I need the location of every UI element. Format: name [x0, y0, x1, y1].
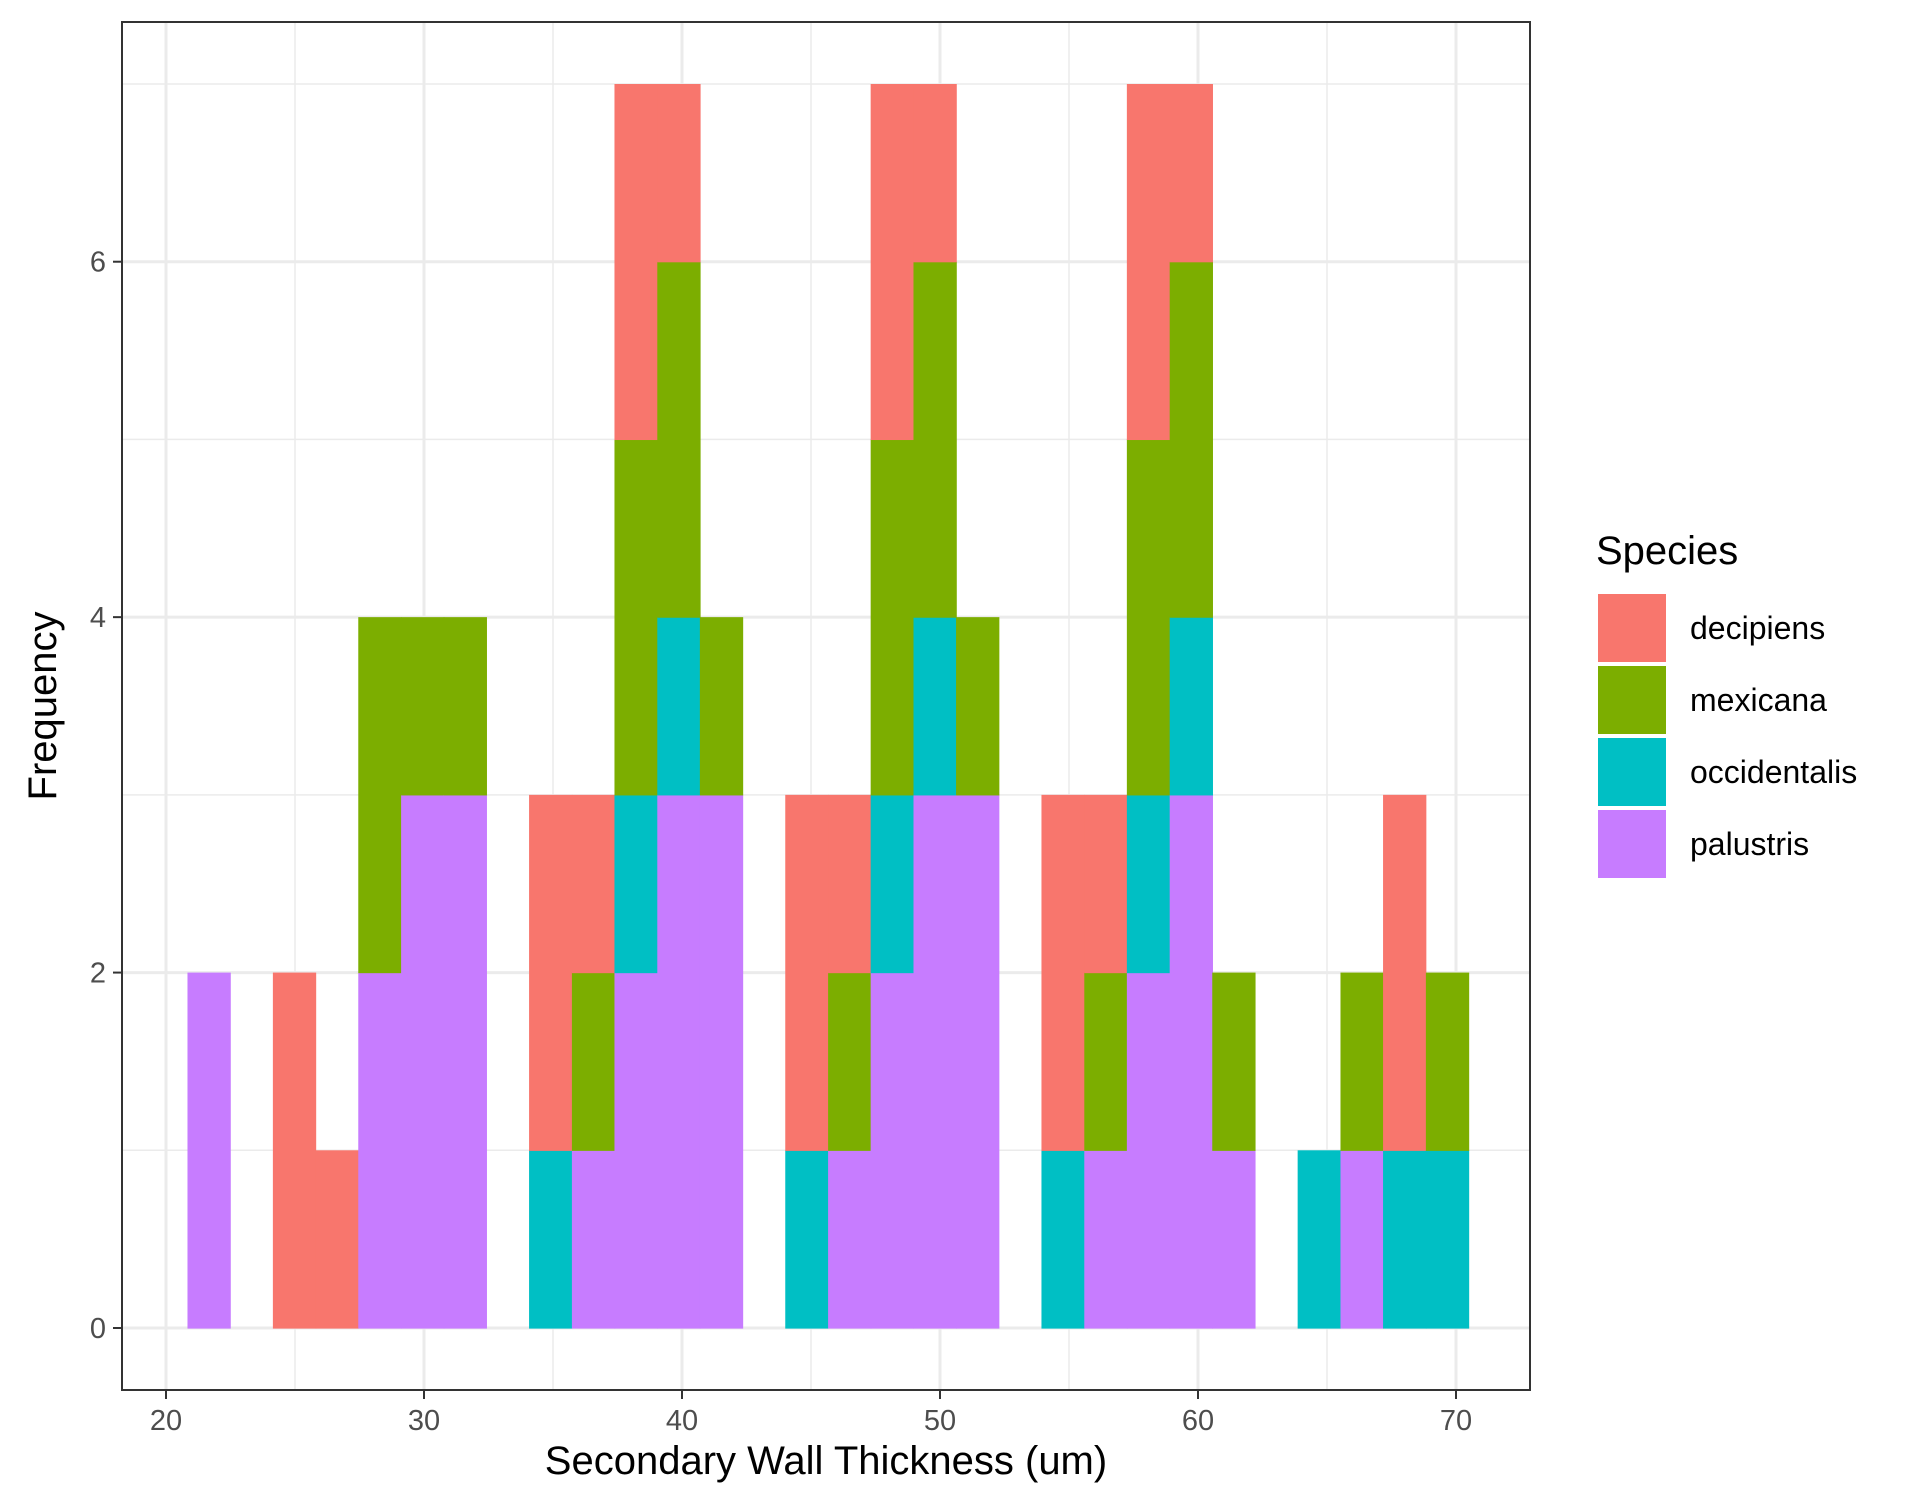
bar-palustris — [1340, 1150, 1384, 1329]
bar-mexicana — [699, 617, 744, 796]
bar-decipiens — [1383, 794, 1427, 1151]
bar-palustris — [956, 794, 1000, 1329]
bar-occidentalis — [1425, 1150, 1470, 1329]
bar-mexicana — [1084, 972, 1128, 1151]
bar-palustris — [913, 794, 957, 1329]
bar-decipiens — [1126, 84, 1171, 441]
bar-mexicana — [571, 972, 616, 1151]
plot-panel — [121, 21, 1531, 1391]
y-tick-label: 6 — [90, 247, 106, 279]
bar-decipiens — [913, 84, 957, 263]
bar-occidentalis — [529, 1150, 573, 1329]
bar-decipiens — [571, 794, 616, 974]
bar-mexicana — [1425, 972, 1470, 1151]
x-tick-label: 30 — [408, 1405, 440, 1437]
bar-mexicana — [956, 617, 1000, 796]
bar-mexicana — [1340, 972, 1384, 1151]
bar-mexicana — [1126, 439, 1171, 796]
legend-label-mexicana: mexicana — [1690, 682, 1827, 718]
bars — [187, 84, 1470, 1329]
bar-decipiens — [1084, 794, 1128, 974]
legend-swatch-mexicana — [1598, 666, 1666, 734]
bar-palustris — [1169, 794, 1213, 1329]
bar-mexicana — [443, 617, 487, 796]
legend-items: decipiens mexicana occidentalis palustris — [1598, 594, 1857, 878]
bar-mexicana — [828, 972, 872, 1151]
bar-palustris — [614, 972, 658, 1329]
bar-mexicana — [1212, 972, 1256, 1151]
x-tick-label: 20 — [150, 1405, 182, 1437]
x-tick-label: 70 — [1440, 1405, 1472, 1437]
bar-mexicana — [870, 439, 914, 796]
bar-mexicana — [614, 439, 658, 796]
bar-occidentalis — [1297, 1150, 1341, 1329]
bar-occidentalis — [657, 617, 701, 796]
bar-decipiens — [614, 84, 658, 441]
bar-palustris — [358, 972, 402, 1329]
panel-border — [121, 21, 1531, 1391]
y-axis-title: Frequency — [21, 612, 65, 801]
bar-mexicana — [401, 617, 445, 796]
bar-occidentalis — [614, 794, 658, 974]
bar-mexicana — [1169, 261, 1213, 618]
bar-decipiens — [1041, 794, 1085, 1151]
bar-palustris — [657, 794, 701, 1329]
legend-swatch-decipiens — [1598, 594, 1666, 662]
bar-decipiens — [785, 794, 829, 1151]
bar-occidentalis — [870, 794, 914, 974]
bar-mexicana — [657, 261, 701, 618]
x-tick-label: 50 — [924, 1405, 956, 1437]
bar-mexicana — [913, 261, 957, 618]
bar-occidentalis — [1126, 794, 1171, 974]
x-axis: 20 30 40 50 60 70 — [150, 1390, 1472, 1437]
bar-decipiens — [272, 972, 317, 1329]
bar-decipiens — [1169, 84, 1213, 263]
bar-palustris — [571, 1150, 616, 1329]
bar-occidentalis — [913, 617, 957, 796]
bar-palustris — [828, 1150, 872, 1329]
bar-palustris — [443, 794, 487, 1329]
bar-mexicana — [358, 617, 402, 974]
bar-occidentalis — [785, 1150, 829, 1329]
bar-palustris — [1212, 1150, 1256, 1329]
legend-title: Species — [1596, 529, 1738, 573]
bar-palustris — [870, 972, 914, 1329]
x-tick-label: 60 — [1182, 1405, 1214, 1437]
legend-label-occidentalis: occidentalis — [1690, 754, 1857, 790]
legend: Species decipiens mexicana occidentalis pal… — [1596, 529, 1857, 878]
bar-occidentalis — [1041, 1150, 1085, 1329]
legend-swatch-palustris — [1598, 810, 1666, 878]
y-axis: 0 2 4 6 — [90, 247, 122, 1345]
y-tick-label: 0 — [90, 1313, 106, 1345]
x-axis-title: Secondary Wall Thickness (um) — [545, 1439, 1107, 1483]
bar-occidentalis — [1383, 1150, 1427, 1329]
bar-palustris — [187, 972, 231, 1329]
bar-decipiens — [529, 794, 573, 1151]
x-tick-label: 40 — [666, 1405, 698, 1437]
legend-label-decipiens: decipiens — [1690, 610, 1825, 646]
bar-palustris — [699, 794, 744, 1329]
bar-palustris — [1126, 972, 1171, 1329]
legend-label-palustris: palustris — [1690, 826, 1809, 862]
bar-palustris — [1084, 1150, 1128, 1329]
bar-decipiens — [870, 84, 914, 441]
y-tick-label: 2 — [90, 958, 106, 990]
bar-decipiens — [828, 794, 872, 974]
bar-occidentalis — [1169, 617, 1213, 796]
legend-swatch-occidentalis — [1598, 738, 1666, 806]
y-tick-label: 4 — [90, 602, 106, 634]
bar-decipiens — [657, 84, 701, 263]
bar-decipiens — [315, 1150, 359, 1329]
bar-palustris — [401, 794, 445, 1329]
